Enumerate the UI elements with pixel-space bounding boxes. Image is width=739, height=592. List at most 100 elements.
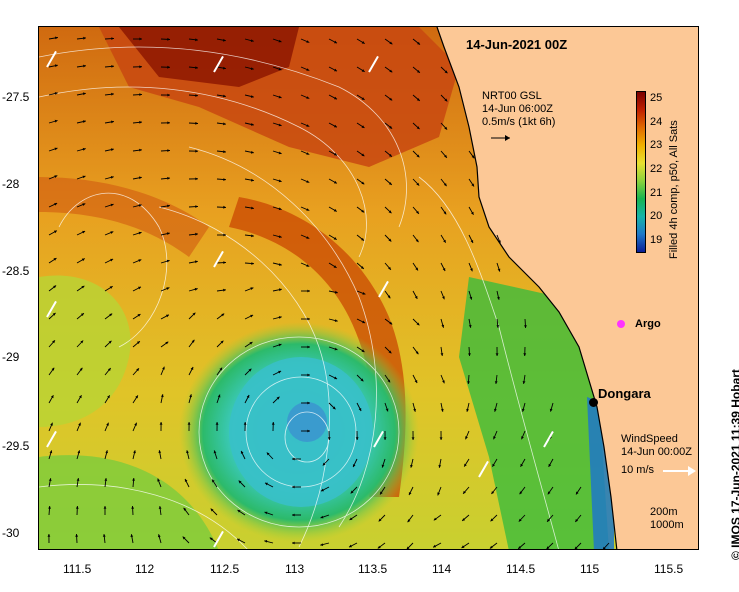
current-arrow-head xyxy=(463,490,466,494)
current-arrow-head xyxy=(307,401,310,405)
current-arrow-head xyxy=(278,370,282,374)
current-arrow-head xyxy=(361,153,365,157)
current-arrow-head xyxy=(306,96,310,99)
current-arrow-head xyxy=(306,152,310,155)
wind-arrow xyxy=(213,250,224,268)
x-tick-label: 112 xyxy=(135,562,155,576)
current-arrow-head xyxy=(195,177,198,181)
current-arrow-head xyxy=(521,408,525,412)
current-arrow-head xyxy=(408,492,412,496)
imos-credit: © IMOS 17-Jun-2021 11:39 Hobart xyxy=(729,369,739,560)
current-arrow-head xyxy=(184,478,188,482)
current-arrow-head xyxy=(251,234,254,238)
current-arrow-head xyxy=(548,463,552,467)
current-arrow-head xyxy=(469,296,473,300)
current-arrow-head xyxy=(132,478,135,481)
current-arrow-head xyxy=(279,288,282,292)
current-arrow-head xyxy=(83,64,86,68)
current-legend-source: NRT00 GSL xyxy=(482,90,542,102)
current-arrow-head xyxy=(416,98,420,101)
argo-marker xyxy=(617,320,625,328)
current-arrow-head xyxy=(292,485,295,489)
current-arrow-head xyxy=(416,182,420,186)
current-arrow-head xyxy=(187,422,191,425)
wind-legend-title: WindSpeed xyxy=(621,433,678,445)
current-arrow-head xyxy=(547,491,551,495)
wind-arrow xyxy=(368,55,379,73)
current-arrow-head xyxy=(387,295,391,299)
current-arrow-head xyxy=(441,324,445,328)
current-arrow-head xyxy=(47,534,51,537)
current-arrow-head xyxy=(444,70,448,74)
current-arrow-head xyxy=(237,538,240,542)
current-arrow-head xyxy=(195,205,198,208)
current-arrow-head xyxy=(361,237,364,241)
current-arrow-head xyxy=(82,147,86,151)
current-arrow-head xyxy=(489,545,493,549)
argo-label: Argo xyxy=(635,318,661,330)
current-arrow-head xyxy=(251,262,254,265)
current-arrow-head xyxy=(138,231,142,235)
wind-scale-arrow xyxy=(663,466,696,476)
current-arrow-head xyxy=(278,123,282,127)
current-arrow-head xyxy=(334,319,338,322)
current-arrow-head xyxy=(417,41,420,45)
current-arrow-head xyxy=(389,41,393,45)
current-arrow-head xyxy=(440,353,444,356)
current-arrow-head xyxy=(82,203,86,206)
current-arrow-head xyxy=(264,540,268,543)
warm-band xyxy=(229,197,406,497)
current-arrow-head xyxy=(111,92,114,96)
x-tick-label: 113 xyxy=(285,562,305,576)
current-arrow-head xyxy=(292,513,295,517)
current-arrow-head xyxy=(77,450,81,454)
current-legend: NRT00 GSL 14-Jun 06:00Z 0.5m/s (1kt 6h) xyxy=(482,90,555,129)
current-arrow-head xyxy=(388,238,392,242)
current-arrow-head xyxy=(292,541,295,545)
current-arrow-head xyxy=(278,39,282,43)
current-arrow-head xyxy=(306,124,310,127)
current-arrow-head xyxy=(388,210,392,214)
current-arrow-head xyxy=(265,482,268,486)
wind-legend-scale: 10 m/s xyxy=(621,464,655,476)
x-tick-label: 112.5 xyxy=(210,562,240,576)
current-arrow-head xyxy=(361,41,365,44)
current-arrow-head xyxy=(442,268,446,271)
current-arrow-head xyxy=(437,492,440,496)
current-arrow-head xyxy=(79,395,82,399)
current-arrow-head xyxy=(110,231,114,234)
current-arrow-head xyxy=(444,154,447,158)
current-arrow-head xyxy=(320,515,324,519)
current-arrow-head xyxy=(195,232,198,236)
current-arrow-head xyxy=(494,408,497,412)
current-arrow-head xyxy=(414,380,418,383)
current-arrow-head xyxy=(192,312,196,316)
current-arrow-head xyxy=(333,265,337,268)
current-arrow-head xyxy=(470,268,473,272)
current-arrow-head xyxy=(195,66,198,70)
current-arrow-head xyxy=(334,96,337,100)
current-arrow-head xyxy=(167,176,170,180)
current-arrow-head xyxy=(50,422,53,426)
current-arrow-head xyxy=(278,151,282,155)
current-arrow-head xyxy=(110,148,114,152)
current-arrow-head xyxy=(490,518,494,522)
y-tick-label: -28 xyxy=(2,177,20,191)
current-arrow-head xyxy=(162,366,165,370)
current-arrow-head xyxy=(52,312,56,316)
current-arrow-head xyxy=(278,95,282,99)
current-arrow-head xyxy=(79,367,83,371)
current-arrow-head xyxy=(333,208,337,212)
current-arrow-head xyxy=(349,544,352,548)
current-arrow-head xyxy=(388,182,392,185)
current-arrow-head xyxy=(307,317,310,321)
current-arrow-head xyxy=(361,97,365,100)
current-arrow-head xyxy=(76,478,80,481)
current-arrow-head xyxy=(306,236,310,239)
current-arrow-head xyxy=(361,209,365,213)
x-tick-label: 113.5 xyxy=(358,562,388,576)
current-arrow-head xyxy=(223,288,226,292)
current-arrow-head xyxy=(468,325,472,328)
current-arrow-head xyxy=(442,380,445,384)
current-arrow-head xyxy=(82,230,86,234)
